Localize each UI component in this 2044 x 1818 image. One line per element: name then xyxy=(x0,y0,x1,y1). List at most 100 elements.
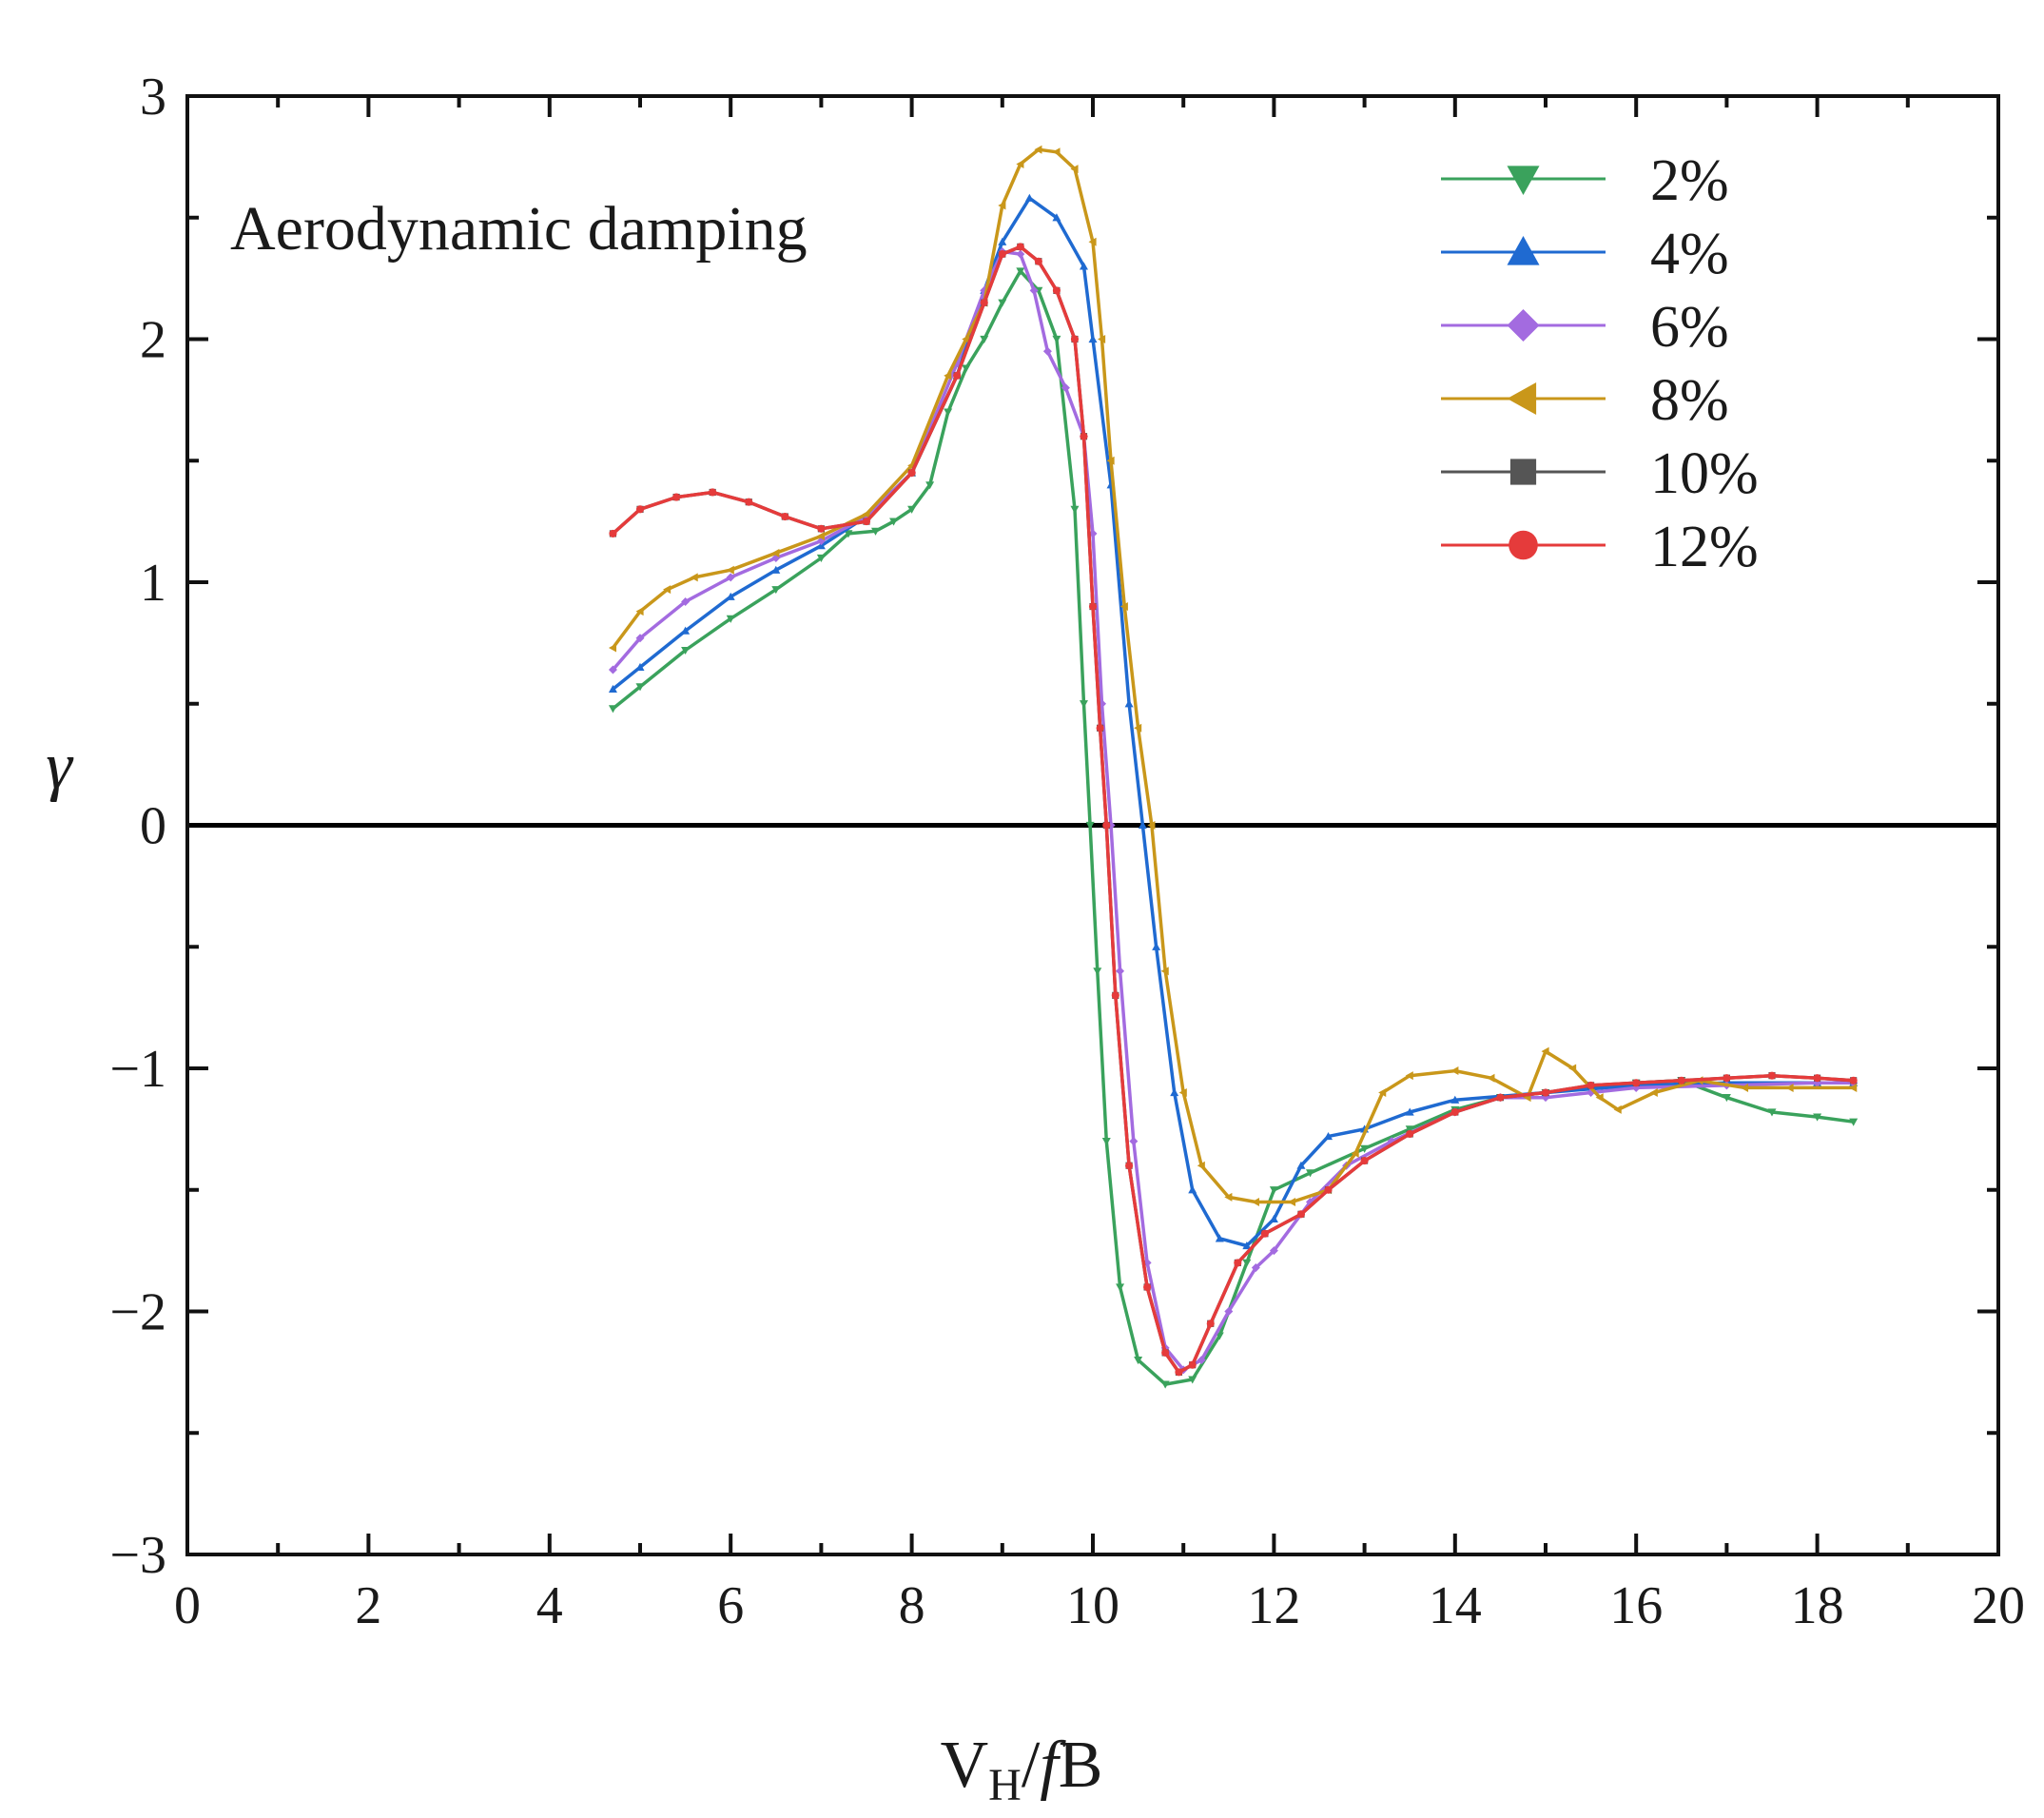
data-point xyxy=(1197,1356,1206,1365)
y-tick-label: −1 xyxy=(109,1040,166,1099)
data-point xyxy=(1188,1376,1197,1384)
data-point xyxy=(998,201,1006,210)
data-point xyxy=(1129,1137,1139,1146)
data-point xyxy=(907,505,917,514)
x-tick-label: 12 xyxy=(1247,1576,1300,1635)
data-point xyxy=(1088,335,1098,343)
data-point xyxy=(1722,1094,1731,1103)
data-point xyxy=(1813,1113,1822,1122)
x-axis-title-base: V xyxy=(941,1729,989,1802)
data-point xyxy=(1378,1088,1387,1098)
data-point xyxy=(1305,1169,1314,1178)
data-point xyxy=(1088,602,1098,611)
data-point xyxy=(726,565,734,575)
y-axis-title: γ xyxy=(46,730,74,803)
data-point xyxy=(925,481,935,490)
data-point xyxy=(1052,213,1061,222)
data-point xyxy=(1405,1071,1413,1081)
x-axis-title-subscript: H xyxy=(988,1760,1022,1810)
data-point xyxy=(1024,193,1034,202)
series-8pct xyxy=(608,145,1858,1207)
annotation-text: Aerodynamic damping xyxy=(230,194,808,264)
data-point xyxy=(998,237,1007,245)
x-tick-label: 2 xyxy=(355,1576,381,1635)
data-point xyxy=(1360,1157,1369,1165)
x-tick-label: 0 xyxy=(174,1576,201,1635)
data-point xyxy=(962,335,970,343)
data-point xyxy=(944,371,952,381)
y-tick-label: 3 xyxy=(140,68,166,127)
data-point xyxy=(709,488,717,497)
data-point xyxy=(609,529,617,538)
data-point xyxy=(1242,1241,1252,1250)
legend-item: 6% xyxy=(1441,295,1729,360)
data-point xyxy=(1134,1357,1143,1365)
data-point xyxy=(1767,1071,1777,1080)
x-axis-title-tail: B xyxy=(1059,1729,1103,1802)
data-point xyxy=(1170,1088,1179,1097)
data-point xyxy=(1098,335,1106,343)
data-point xyxy=(1260,1229,1269,1238)
data-point xyxy=(1568,1064,1577,1073)
x-tick-label: 20 xyxy=(1972,1576,2025,1635)
legend-item: 4% xyxy=(1441,222,1729,286)
data-point xyxy=(1016,249,1025,259)
series-12pct xyxy=(609,243,1858,1377)
data-point xyxy=(1147,821,1156,830)
x-axis-title: VH/fB xyxy=(941,1729,1103,1810)
data-point xyxy=(608,665,617,674)
data-point xyxy=(1052,147,1061,157)
data-point xyxy=(1849,1076,1858,1085)
data-point xyxy=(1406,1129,1414,1139)
data-point xyxy=(1124,699,1134,708)
legend-label: 4% xyxy=(1650,222,1729,286)
data-point xyxy=(726,573,735,582)
data-point xyxy=(907,468,916,478)
data-point xyxy=(745,498,753,506)
data-series xyxy=(608,145,1859,1389)
data-point xyxy=(635,662,645,672)
data-point xyxy=(1096,724,1104,733)
data-point xyxy=(1138,821,1147,830)
data-point xyxy=(1119,602,1128,612)
legend-marker xyxy=(1507,309,1540,342)
legend-marker xyxy=(1507,382,1537,415)
data-point xyxy=(1541,1046,1549,1056)
data-point xyxy=(1102,821,1111,830)
legend-label: 10% xyxy=(1650,441,1759,506)
data-point xyxy=(1034,257,1042,265)
data-point xyxy=(1152,942,1161,950)
data-point xyxy=(1677,1076,1685,1085)
data-point xyxy=(672,493,681,501)
data-point xyxy=(1613,1104,1622,1114)
data-point xyxy=(944,408,953,417)
data-point xyxy=(690,573,698,582)
data-point xyxy=(1029,285,1039,295)
data-point xyxy=(980,299,988,307)
data-point xyxy=(817,524,826,533)
data-point xyxy=(1178,1088,1187,1098)
data-point xyxy=(1215,1234,1224,1242)
data-point xyxy=(1649,1088,1658,1098)
data-point xyxy=(1450,1095,1460,1104)
data-point xyxy=(1070,165,1079,174)
data-point xyxy=(1080,432,1088,440)
data-point xyxy=(1052,335,1061,343)
data-point xyxy=(1849,1118,1859,1126)
data-point xyxy=(862,509,870,518)
legend-marker xyxy=(1507,236,1540,265)
data-point xyxy=(608,705,617,714)
data-point xyxy=(1016,160,1024,169)
data-point xyxy=(816,554,826,562)
data-point xyxy=(1134,723,1142,733)
data-point xyxy=(1740,1083,1749,1092)
data-point xyxy=(1070,335,1080,343)
data-point xyxy=(1287,1198,1296,1207)
y-tick-label: −3 xyxy=(109,1526,166,1585)
data-point xyxy=(1595,1093,1604,1103)
data-point xyxy=(1296,1210,1306,1219)
legend-item: 12% xyxy=(1441,515,1759,579)
